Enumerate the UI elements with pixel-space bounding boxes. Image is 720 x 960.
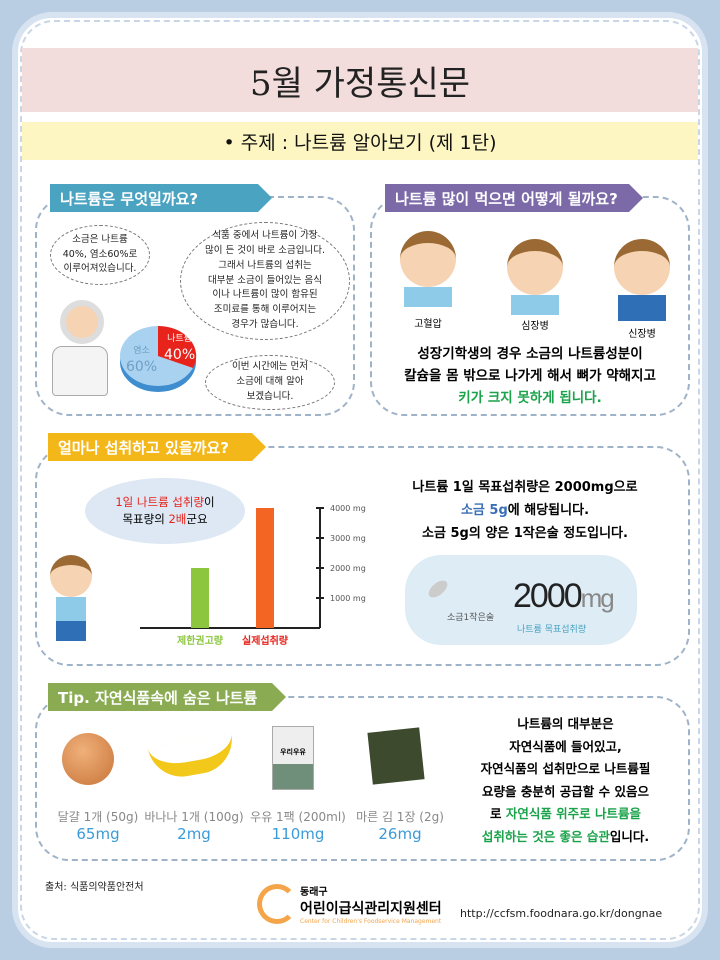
org-url[interactable]: http://ccfsm.foodnara.go.kr/dongnae	[460, 907, 663, 920]
org-name: 동래구 어린이급식관리지원센터 Center for Children's Fo…	[300, 887, 442, 925]
org-logo-icon	[257, 884, 297, 924]
big-caption: 나트륨 목표섭취량	[517, 625, 587, 635]
food-item-seaweed: 마른 김 1장 (2g) 26mg	[356, 810, 444, 843]
section-intake	[35, 446, 690, 666]
egg-image	[62, 733, 114, 785]
intake-speech-bubble: 1일 나트륨 섭취량이 목표량의 2배군요	[85, 478, 245, 544]
disease-illustrations: 고혈압 심장병 신장병	[400, 225, 670, 340]
y-tick-label: 3000 mg	[330, 534, 366, 543]
x-category-label: 제한권고량	[177, 634, 224, 647]
section-tab: 나트륨 많이 먹으면 어떻게 될까요?	[385, 184, 643, 212]
page-frame-dashed	[20, 20, 700, 940]
intake-info-text: 나트륨 1일 목표섭취량은 2000mg으로 소금 5g에 해당됩니다. 소금 …	[412, 480, 638, 541]
disease-hypertension: 고혈압	[400, 225, 456, 340]
y-tick-label: 2000 mg	[330, 564, 366, 573]
spoon-icon	[425, 577, 451, 601]
effects-text: 성장기학생의 경우 소금의 나트륨성분이 칼슘을 몸 밖으로 나가게 해서 뼈가 …	[404, 346, 656, 406]
doctor-illustration	[52, 300, 112, 400]
boy-illustration	[50, 555, 100, 655]
speech-bubble: 이번 시간에는 먼저 소금에 대해 알아 보겠습니다.	[205, 355, 335, 410]
bar-1	[191, 568, 209, 628]
page-title: 5월 가정통신문	[22, 48, 698, 112]
section-tip	[35, 696, 690, 861]
x-category-label: 실제섭취량	[242, 634, 289, 647]
sodium-pie-chart	[120, 325, 197, 392]
milk-carton-image: 우리우유	[272, 726, 314, 790]
disease-kidney: 신장병	[614, 225, 670, 340]
big-value: 2000mg	[513, 577, 615, 615]
topic-banner: • 주제 : 나트륨 알아보기 (제 1탄)	[22, 122, 698, 160]
section-tab: Tip. 자연식품속에 숨은 나트륨	[48, 683, 286, 711]
spoon-label: 소금1작은술	[447, 613, 495, 623]
food-list: 달걀 1개 (50g) 65mg 바나나 1개 (100g) 2mg 우유 1팩 (…	[52, 808, 452, 843]
food-item-banana: 바나나 1개 (100g) 2mg	[144, 810, 244, 843]
section-tab: 나트륨은 무엇일까요?	[50, 184, 272, 212]
y-tick-label: 1000 mg	[330, 594, 366, 603]
pie-label-chlorine: 염소 60%	[126, 346, 158, 375]
y-tick-label: 4000 mg	[330, 504, 366, 513]
speech-bubble: 소금은 나트륨 40%, 염소60%로 이루어져있습니다.	[50, 225, 150, 285]
dried-seaweed-image	[367, 727, 425, 785]
bar-2	[256, 508, 274, 628]
speech-bubble: 식품 중에서 나트륨이 가장 많이 든 것이 바로 소금입니다. 그래서 나트륨의 …	[180, 222, 350, 340]
food-item-milk: 우유 1팩 (200ml) 110mg	[250, 810, 346, 843]
page-frame	[12, 12, 708, 948]
section-tab: 얼마나 섭취하고 있을까요?	[48, 433, 266, 461]
tip-text: 나트륨의 대부분은 자연식품에 들어있고, 자연식품의 섭취만으로 나트륨필 요량을 …	[480, 716, 651, 844]
food-item-egg: 달걀 1개 (50g) 65mg	[57, 810, 139, 843]
disease-heart: 심장병	[507, 225, 563, 340]
source-text: 출처: 식품의약품안전처	[45, 882, 144, 893]
pie-label-sodium: 나트륨 40%	[164, 334, 196, 363]
salt-spoon-graphic: 소금1작은술 2000mg 나트륨 목표섭취량	[405, 555, 637, 645]
intake-bar-chart: 1000 mg 2000 mg 3000 mg 4000 mg 제한권고량 실제섭취량	[140, 504, 366, 647]
